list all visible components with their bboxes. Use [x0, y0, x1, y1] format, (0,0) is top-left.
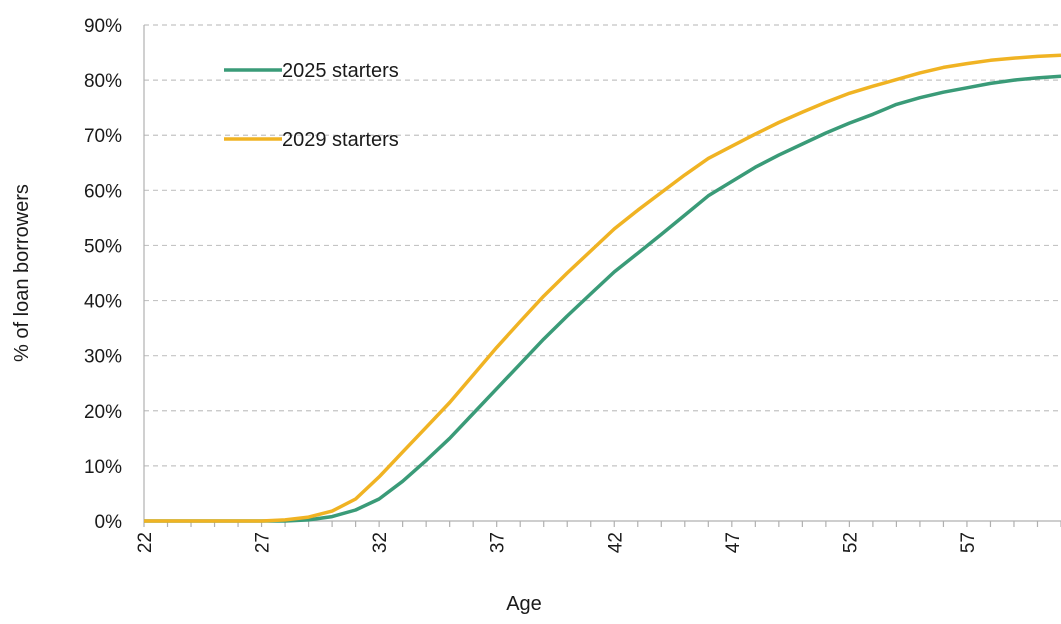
- x-tick-label: 32: [370, 532, 391, 553]
- x-tick-label: 42: [605, 532, 626, 553]
- x-tick-label: 37: [488, 532, 509, 553]
- y-tick-label: 70%: [84, 126, 122, 147]
- y-tick-label: 60%: [84, 181, 122, 202]
- axes: [143, 25, 1061, 522]
- y-tick-label: 90%: [84, 16, 122, 37]
- y-tick-labels: 0% 10% 20% 30% 40% 50% 60% 70% 80% 90%: [84, 16, 122, 533]
- y-tick-label: 40%: [84, 292, 122, 313]
- legend: 2025 starters 2029 starters: [224, 60, 399, 151]
- series-lines: [144, 53, 1061, 523]
- gridlines: [144, 24, 1061, 467]
- x-axis-title: Age: [506, 593, 542, 615]
- y-tick-label: 20%: [84, 402, 122, 423]
- y-axis-title: % of loan borrowers: [11, 184, 33, 362]
- x-tick-label: 52: [840, 532, 861, 553]
- x-tick-label: 22: [135, 532, 156, 553]
- y-tick-label: 30%: [84, 347, 122, 368]
- y-tick-label: 10%: [84, 457, 122, 478]
- y-tick-label: 80%: [84, 71, 122, 92]
- legend-label-2025-starters: 2025 starters: [282, 60, 399, 82]
- y-tick-label: 50%: [84, 236, 122, 257]
- series-line-2029-starters: [144, 53, 1061, 523]
- x-tick-label: 27: [253, 532, 274, 553]
- series-line-2025-starters: [144, 74, 1061, 523]
- legend-label-2029-starters: 2029 starters: [282, 129, 399, 151]
- x-tick-labels: 22 27 32 37 42 47 52 57: [135, 521, 1061, 553]
- x-tick-label: 47: [723, 532, 744, 553]
- x-tick-label: 57: [958, 532, 979, 553]
- y-tick-label: 0%: [95, 512, 123, 533]
